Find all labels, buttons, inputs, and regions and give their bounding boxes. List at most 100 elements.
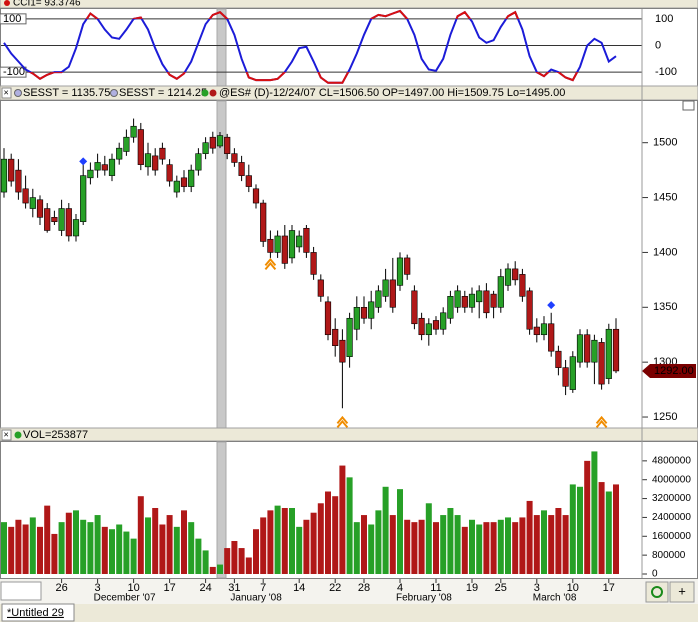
refresh-icon[interactable] <box>651 586 663 598</box>
candle-body <box>504 268 512 286</box>
x-tick-label: 19 <box>466 582 478 594</box>
candle-body <box>245 175 252 187</box>
candle-body <box>612 328 620 372</box>
up-icon <box>201 89 209 97</box>
volume-bar <box>368 524 375 574</box>
candle-body <box>346 317 353 357</box>
candle-body <box>44 208 51 231</box>
volume-bar <box>375 510 382 574</box>
volume-bar <box>65 512 72 574</box>
close-box[interactable] <box>1 87 12 99</box>
cursor-band <box>216 8 227 87</box>
scale-box[interactable] <box>682 100 695 111</box>
candle-body <box>591 339 598 363</box>
volume-bar <box>166 515 173 574</box>
candle-body <box>65 208 72 237</box>
candle-body <box>8 158 15 182</box>
arrow-marker <box>595 415 608 429</box>
candle-body <box>562 367 569 387</box>
volume-bar <box>238 548 245 574</box>
arrow-marker <box>264 257 277 271</box>
left-tick-box <box>0 13 27 25</box>
volume-bar <box>209 566 216 574</box>
candle-body <box>540 323 548 336</box>
volume-bar <box>605 491 612 574</box>
volume-bar <box>303 519 310 574</box>
cci-header <box>0 0 698 9</box>
candle-body <box>447 296 454 319</box>
sesst-icon <box>14 89 22 97</box>
candle-body <box>411 290 418 325</box>
volume-bar <box>37 526 43 574</box>
y-tick-label: 0 <box>652 569 658 580</box>
x-tick-label: 10 <box>127 582 139 594</box>
candle-body <box>288 230 296 259</box>
left-tick-label: -100 <box>3 66 25 78</box>
x-tick-label: 22 <box>329 582 341 594</box>
refresh-button[interactable] <box>645 581 669 603</box>
tab-label[interactable]: *Untitled 29 <box>7 607 64 619</box>
candle-body <box>0 158 8 193</box>
candle-body <box>101 164 108 171</box>
add-button[interactable] <box>669 581 695 603</box>
x-tick-label: 17 <box>603 582 615 594</box>
y-tick-label: 1500 <box>653 137 677 149</box>
volume-bar <box>51 533 58 574</box>
y-tick-label: 1250 <box>653 411 677 423</box>
candle-body <box>576 334 584 363</box>
volume-bar <box>454 515 461 574</box>
scroll-box[interactable] <box>0 581 42 601</box>
candle-body <box>252 188 260 204</box>
candle-body <box>555 350 562 368</box>
x-tick-label: 4 <box>397 582 403 594</box>
x-tick-label: 3 <box>95 582 101 594</box>
candle-body <box>468 293 476 308</box>
cursor-band <box>216 441 227 579</box>
volume-bar <box>382 486 389 574</box>
close-x[interactable]: × <box>4 87 9 97</box>
month-label: March '08 <box>533 593 577 604</box>
candle-body <box>490 293 497 308</box>
x-tick-label: 24 <box>199 582 211 594</box>
close-x[interactable]: × <box>4 429 9 439</box>
candle-body <box>29 197 36 209</box>
x-tick-label: 3 <box>534 582 540 594</box>
candle-body <box>440 312 447 330</box>
y-tick-label: 1450 <box>653 191 677 203</box>
candle-body <box>231 153 238 163</box>
candle-body <box>209 136 216 149</box>
candle-body <box>368 301 375 319</box>
candle-body <box>310 252 317 275</box>
candle-body <box>404 257 411 275</box>
volume-bar <box>260 517 267 574</box>
volume-bar <box>188 522 195 574</box>
volume-bar <box>440 515 447 574</box>
volume-bar <box>22 524 29 574</box>
close-box[interactable] <box>1 429 12 441</box>
tab[interactable] <box>1 603 75 622</box>
volume-bar <box>1 522 7 574</box>
x-tick-label: 14 <box>293 582 305 594</box>
volume-bar <box>541 510 547 574</box>
add-tab[interactable]: + <box>678 583 686 598</box>
x-tick-label: 10 <box>567 582 579 594</box>
candle-body <box>526 290 533 330</box>
candle-body <box>382 279 389 297</box>
diamond-marker <box>547 301 556 310</box>
volume-bar <box>613 484 619 574</box>
candle-body <box>339 339 346 363</box>
volume-bar <box>231 540 238 574</box>
candle-body <box>159 147 166 160</box>
volume-bar <box>94 515 101 574</box>
candle-body <box>173 180 180 193</box>
x-tick-label: 31 <box>228 582 240 594</box>
x-tick-label: 7 <box>260 582 266 594</box>
volume-bar <box>87 522 94 574</box>
volume-bar <box>116 524 123 574</box>
candle-body <box>512 268 519 281</box>
price-title-2: SESST = 1214.25 <box>119 87 207 99</box>
y-tick-label: -100 <box>655 66 677 78</box>
volume-bar <box>289 507 295 574</box>
volume-bar <box>397 489 403 574</box>
volume-bar <box>173 526 180 574</box>
